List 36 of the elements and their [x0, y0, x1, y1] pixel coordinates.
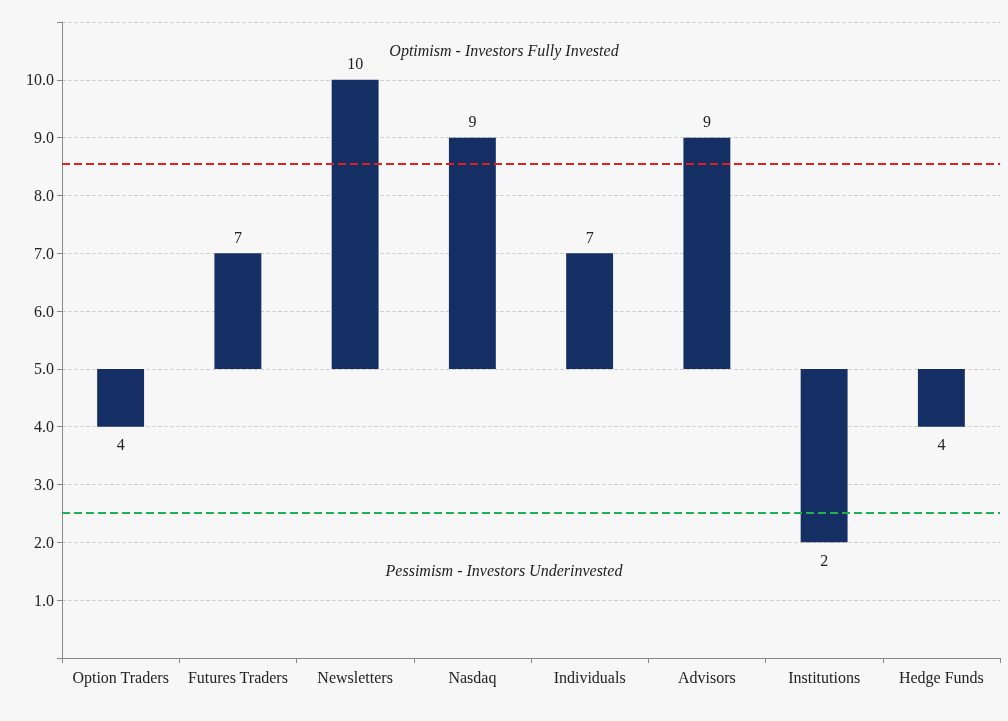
- bar: [917, 368, 965, 427]
- y-tick-label: 1.0: [34, 591, 54, 609]
- y-tick-label: 5.0: [34, 360, 54, 378]
- bar: [331, 79, 379, 369]
- x-tick-label: Institutions: [788, 668, 861, 686]
- data-label: 7: [233, 228, 242, 246]
- y-tick-label: 10.0: [26, 71, 54, 89]
- data-label: 7: [585, 228, 594, 246]
- data-label: 9: [702, 113, 711, 131]
- data-label: 4: [937, 436, 946, 454]
- x-tick-label: Futures Traders: [187, 668, 288, 686]
- data-label: 2: [820, 551, 829, 569]
- x-tick-label: Option Traders: [72, 668, 169, 687]
- y-tick-label: 6.0: [34, 302, 54, 320]
- y-tick-label: 9.0: [34, 129, 54, 147]
- x-tick-label: Individuals: [553, 668, 626, 686]
- data-label: 9: [468, 113, 477, 131]
- y-tick-label: 7.0: [34, 244, 54, 262]
- y-tick-label: 3.0: [34, 476, 54, 494]
- bar: [683, 137, 731, 369]
- y-tick-label: 4.0: [34, 418, 54, 436]
- y-tick-label: 2.0: [34, 533, 54, 551]
- data-label: 10: [347, 55, 364, 73]
- x-tick-label: Advisors: [677, 668, 736, 686]
- bar: [800, 368, 848, 543]
- annotation: Pessimism - Investors Underinvested: [384, 561, 624, 579]
- annotation: Optimism - Investors Fully Invested: [389, 41, 620, 60]
- x-tick-label: Newsletters: [317, 668, 393, 686]
- bar: [448, 137, 496, 369]
- data-label: 4: [116, 436, 125, 454]
- x-tick-label: Hedge Funds: [898, 668, 984, 687]
- bar: [214, 253, 262, 369]
- y-tick-label: 8.0: [34, 186, 54, 204]
- bar: [97, 368, 145, 427]
- bar: [566, 253, 614, 369]
- x-tick-label: Nasdaq: [448, 668, 497, 687]
